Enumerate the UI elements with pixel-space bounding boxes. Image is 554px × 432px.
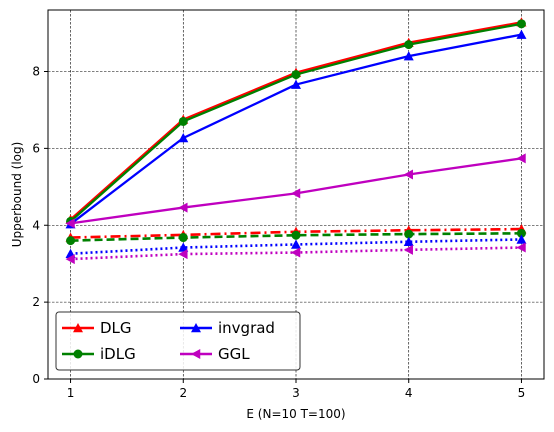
legend-label: GGL <box>218 345 250 363</box>
data-point-marker <box>291 79 301 89</box>
data-point-marker <box>65 254 75 265</box>
data-point-marker <box>516 228 526 238</box>
series-line <box>70 232 522 242</box>
legend-frame <box>55 311 301 371</box>
data-point-marker <box>191 349 201 359</box>
legend-label: invgrad <box>218 319 275 337</box>
series-group <box>66 19 526 226</box>
legend-entry: iDLG <box>62 345 136 363</box>
y-tick-label: 2 <box>32 295 40 309</box>
data-point-marker <box>516 234 527 244</box>
axis-ticks: 1 2 3 4 5 0 2 4 6 8 <box>32 65 525 401</box>
series-group <box>65 29 527 229</box>
legend-label: iDLG <box>100 345 136 363</box>
x-axis-title: E (N=10 T=100) <box>246 407 345 421</box>
x-tick-label: 5 <box>518 386 526 400</box>
data-point-marker <box>178 132 189 143</box>
data-point-marker <box>403 169 413 180</box>
data-point-marker <box>516 242 526 253</box>
x-tick-label: 2 <box>179 386 187 400</box>
data-point-marker <box>178 202 188 213</box>
y-tick-label: 6 <box>32 141 40 155</box>
data-point-marker <box>403 236 414 247</box>
data-point-marker <box>291 230 301 240</box>
legend-label: DLG <box>100 319 132 337</box>
x-tick-label: 1 <box>67 386 75 400</box>
data-point-marker <box>516 19 526 29</box>
data-point-marker <box>65 218 75 229</box>
data-point-marker <box>291 239 301 249</box>
data-point-marker <box>404 40 414 50</box>
legend-entry: GGL <box>180 345 250 363</box>
y-tick-label: 0 <box>32 372 40 386</box>
data-point-marker <box>516 153 526 164</box>
data-point-marker <box>178 249 188 260</box>
series-group <box>65 234 527 258</box>
series-group <box>65 242 526 265</box>
y-tick-label: 4 <box>32 218 40 232</box>
series-layer <box>65 17 527 265</box>
y-axis-title: Upperbound (log) <box>10 142 24 248</box>
data-point-marker <box>403 244 413 255</box>
legend-entry: DLG <box>62 319 132 337</box>
y-tick-label: 8 <box>32 65 40 79</box>
data-point-marker <box>178 233 188 243</box>
data-point-marker <box>191 323 201 333</box>
data-point-marker <box>178 242 189 252</box>
data-point-marker <box>73 349 83 359</box>
data-point-marker <box>291 247 301 258</box>
series-group <box>66 228 526 246</box>
data-point-marker <box>291 70 301 80</box>
series-group <box>65 153 526 229</box>
x-tick-label: 4 <box>405 386 413 400</box>
legend-entry: invgrad <box>180 319 275 337</box>
data-point-marker <box>291 188 301 199</box>
x-tick-label: 3 <box>292 386 300 400</box>
legend: DLG iDLG invgrad GGL <box>55 311 301 371</box>
data-point-marker <box>404 229 414 239</box>
data-point-marker <box>178 116 188 126</box>
data-point-marker <box>403 51 414 61</box>
data-point-marker <box>66 236 76 246</box>
data-point-marker <box>516 29 527 39</box>
data-point-marker <box>73 323 83 333</box>
